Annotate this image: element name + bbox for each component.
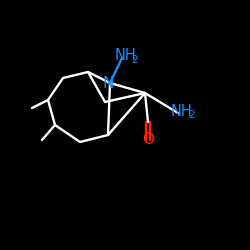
Text: NH: NH [170, 104, 192, 118]
Text: 2: 2 [189, 110, 195, 120]
Text: O: O [142, 132, 154, 148]
Text: 2: 2 [132, 55, 138, 65]
Text: NH: NH [114, 48, 136, 64]
Text: N: N [102, 76, 114, 90]
